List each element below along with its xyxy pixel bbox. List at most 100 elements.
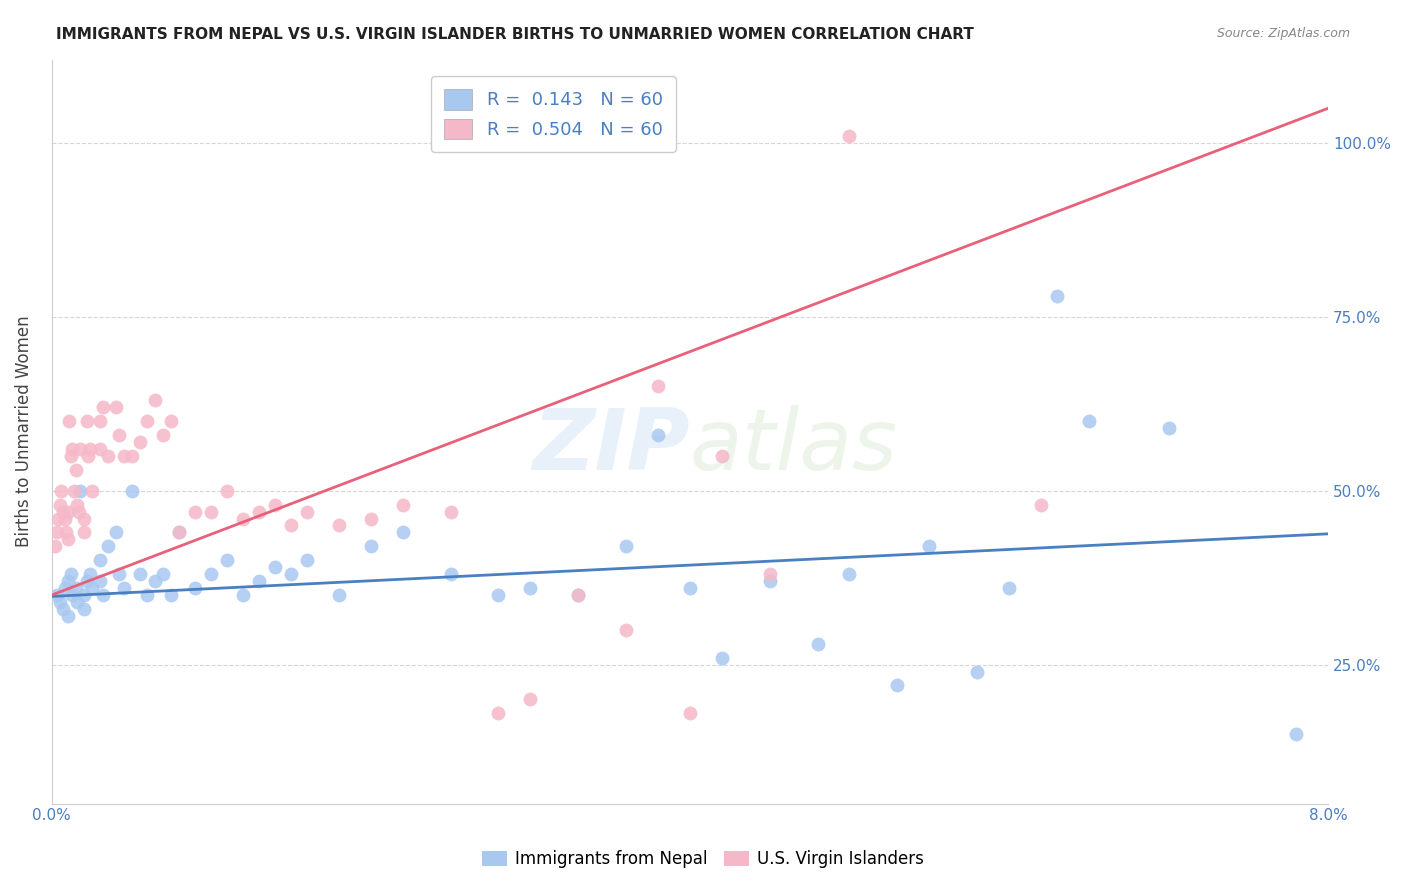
Point [77, 449, 100, 463]
Point [280, 567, 302, 582]
Point [76, 414, 98, 428]
Point [97, 449, 120, 463]
Point [184, 505, 207, 519]
Point [169, 525, 191, 540]
Point [128, 567, 150, 582]
Point [710, 650, 733, 665]
Point [73, 511, 96, 525]
Point [62, 442, 84, 456]
Point [806, 637, 828, 651]
Point [62, 588, 84, 602]
Point [53, 581, 76, 595]
Point [145, 574, 167, 588]
Point [232, 588, 254, 602]
Point [647, 428, 669, 442]
Point [91, 401, 114, 415]
Point [247, 505, 270, 519]
Point [56, 505, 79, 519]
Point [519, 581, 541, 595]
Point [614, 539, 637, 553]
Point [614, 623, 637, 637]
Point [91, 588, 114, 602]
Point [217, 483, 239, 498]
Point [89, 442, 111, 456]
Point [360, 511, 382, 525]
Point [97, 539, 120, 553]
Point [200, 505, 222, 519]
Point [169, 525, 191, 540]
Point [76, 574, 98, 588]
Point [66, 595, 89, 609]
Point [48, 595, 70, 609]
Point [79, 567, 101, 582]
Point [439, 505, 461, 519]
Point [145, 393, 167, 408]
Point [160, 414, 183, 428]
Point [280, 518, 302, 533]
Point [128, 435, 150, 450]
Point [160, 588, 183, 602]
Point [567, 588, 589, 602]
Point [838, 567, 860, 582]
Point [295, 505, 318, 519]
Point [886, 678, 908, 692]
Point [758, 567, 780, 582]
Point [295, 553, 318, 567]
Point [89, 574, 111, 588]
Point [59, 449, 82, 463]
Point [67, 505, 90, 519]
Point [58, 414, 80, 428]
Point [65, 581, 87, 595]
Point [838, 129, 860, 144]
Point [52, 602, 75, 616]
Point [1285, 727, 1308, 741]
Point [1046, 289, 1069, 303]
Legend: Immigrants from Nepal, U.S. Virgin Islanders: Immigrants from Nepal, U.S. Virgin Islan… [475, 844, 931, 875]
Point [439, 567, 461, 582]
Point [46, 511, 69, 525]
Point [679, 706, 702, 721]
Point [45, 588, 67, 602]
Text: ZIP: ZIP [533, 405, 690, 488]
Point [112, 581, 135, 595]
Point [647, 379, 669, 393]
Point [55, 525, 77, 540]
Point [56, 533, 79, 547]
Point [391, 525, 413, 540]
Point [200, 567, 222, 582]
Point [48, 498, 70, 512]
Point [79, 442, 101, 456]
Point [69, 442, 91, 456]
Point [107, 567, 129, 582]
Point [80, 483, 103, 498]
Point [44, 539, 66, 553]
Point [918, 539, 941, 553]
Point [112, 449, 135, 463]
Text: atlas: atlas [690, 405, 898, 488]
Point [63, 483, 86, 498]
Point [52, 505, 75, 519]
Point [56, 574, 79, 588]
Point [59, 567, 82, 582]
Point [758, 574, 780, 588]
Point [152, 428, 174, 442]
Point [360, 539, 382, 553]
Point [56, 608, 79, 623]
Point [1077, 414, 1099, 428]
Point [69, 483, 91, 498]
Point [89, 414, 111, 428]
Point [73, 588, 96, 602]
Point [80, 581, 103, 595]
Point [121, 449, 143, 463]
Point [391, 498, 413, 512]
Point [519, 692, 541, 706]
Point [65, 463, 87, 477]
Point [89, 553, 111, 567]
Point [488, 706, 510, 721]
Legend: R =  0.143   N = 60, R =  0.504   N = 60: R = 0.143 N = 60, R = 0.504 N = 60 [430, 76, 675, 152]
Point [1029, 498, 1052, 512]
Point [264, 560, 287, 574]
Point [73, 525, 96, 540]
Text: Source: ZipAtlas.com: Source: ZipAtlas.com [1216, 27, 1350, 40]
Point [53, 511, 76, 525]
